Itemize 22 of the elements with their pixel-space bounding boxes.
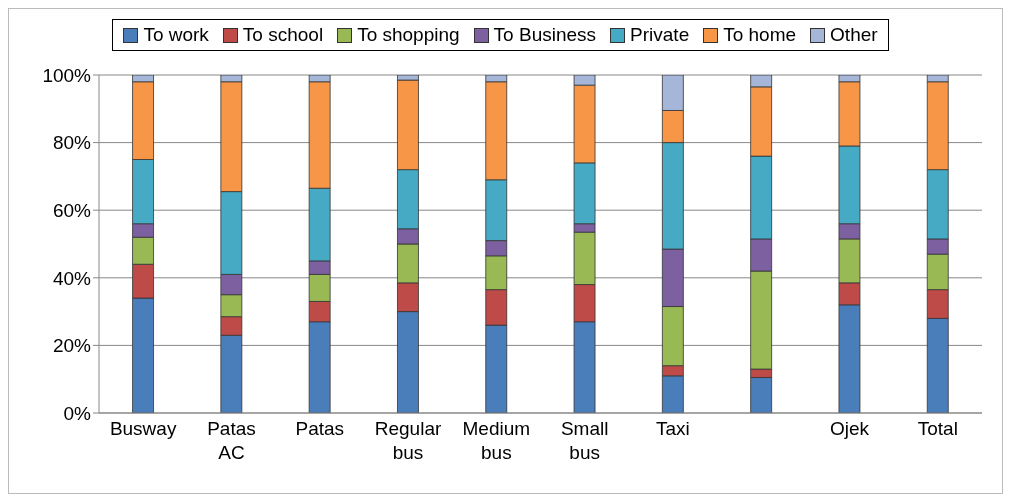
legend-label: To shopping [356, 24, 460, 46]
y-tick-label: 0% [63, 402, 92, 424]
x-tick-label: Regular bus [374, 418, 442, 463]
y-tick-label: 20% [52, 335, 92, 357]
legend-label: To school [241, 24, 324, 46]
y-tick-label: 60% [52, 199, 92, 221]
legend-label: Other [829, 24, 878, 46]
x-tick-label: Patas [295, 418, 345, 439]
x-tick-label: Taxi [656, 418, 690, 439]
x-tick-label: Medium bus [462, 418, 531, 463]
x-tick-label: Small bus [560, 418, 609, 463]
y-tick-label: 100% [42, 64, 92, 86]
y-tick-label: 80% [52, 132, 92, 154]
x-tick-label: Total [917, 418, 958, 439]
x-tick-label: Ojek [830, 418, 870, 439]
legend-label: To home [722, 24, 797, 46]
legend-label: To work [142, 24, 209, 46]
y-tick-label: 40% [52, 267, 92, 289]
legend-label: To Business [492, 24, 597, 46]
legend-label: Private [629, 24, 690, 46]
x-tick-label: Patas AC [207, 418, 256, 463]
x-tick-label: Busway [109, 418, 177, 439]
